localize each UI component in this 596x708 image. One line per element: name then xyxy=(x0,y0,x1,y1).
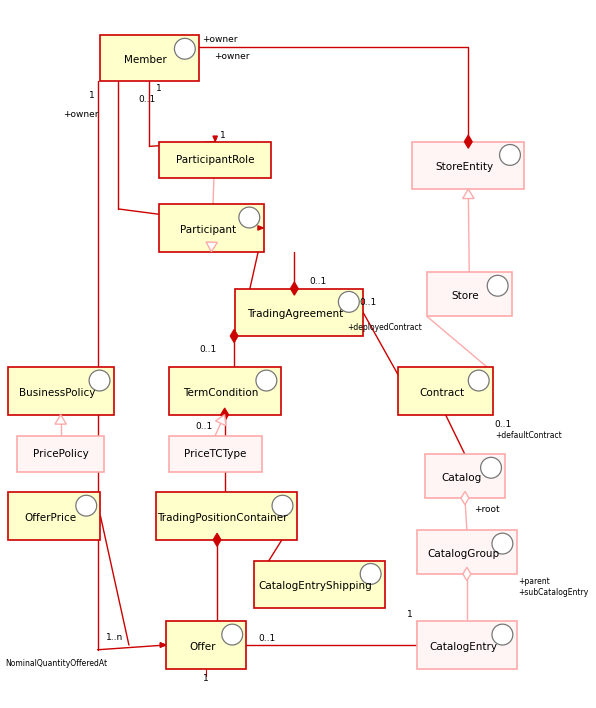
Text: CatalogGroup: CatalogGroup xyxy=(427,549,499,559)
Polygon shape xyxy=(213,136,218,142)
Text: NominalQuantityOfferedAt: NominalQuantityOfferedAt xyxy=(6,659,108,668)
Polygon shape xyxy=(230,329,238,343)
Circle shape xyxy=(89,370,110,391)
Circle shape xyxy=(272,495,293,516)
Polygon shape xyxy=(160,643,166,647)
Bar xyxy=(17,435,104,472)
Text: 0..1: 0..1 xyxy=(495,420,512,428)
Circle shape xyxy=(76,495,97,516)
Polygon shape xyxy=(221,408,229,421)
Text: 0..1: 0..1 xyxy=(309,277,327,285)
Text: 1..n: 1..n xyxy=(106,633,123,642)
Text: 0..1: 0..1 xyxy=(359,298,377,307)
Circle shape xyxy=(175,38,195,59)
Text: PriceTCType: PriceTCType xyxy=(184,449,246,459)
Text: CatalogEntry: CatalogEntry xyxy=(429,642,497,652)
Polygon shape xyxy=(290,282,299,295)
Text: 1: 1 xyxy=(89,91,95,100)
Polygon shape xyxy=(464,135,472,148)
Text: 1: 1 xyxy=(156,84,162,93)
Text: +owner: +owner xyxy=(215,52,250,61)
Text: Catalog: Catalog xyxy=(441,473,482,483)
Text: +root: +root xyxy=(474,505,500,514)
Text: Participant: Participant xyxy=(179,225,235,235)
Text: +subCatalogEntry: +subCatalogEntry xyxy=(519,588,589,598)
Bar xyxy=(156,492,297,539)
Text: Offer: Offer xyxy=(189,642,216,652)
Circle shape xyxy=(468,370,489,391)
Bar xyxy=(235,289,363,336)
Bar xyxy=(412,142,524,189)
Polygon shape xyxy=(462,189,474,199)
Bar xyxy=(8,367,114,415)
Bar xyxy=(417,530,517,574)
Bar xyxy=(425,455,505,498)
Text: CatalogEntryShipping: CatalogEntryShipping xyxy=(259,581,372,591)
Text: TermCondition: TermCondition xyxy=(183,388,259,398)
Polygon shape xyxy=(213,533,221,547)
Text: StoreEntity: StoreEntity xyxy=(436,162,493,172)
Circle shape xyxy=(492,624,513,645)
Circle shape xyxy=(339,292,359,312)
Text: +owner: +owner xyxy=(202,35,238,44)
Text: +parent: +parent xyxy=(519,577,550,586)
Text: +deployedContract: +deployedContract xyxy=(347,323,422,332)
Circle shape xyxy=(480,457,501,478)
Text: ParticipantRole: ParticipantRole xyxy=(176,154,254,165)
Circle shape xyxy=(222,624,243,645)
Text: 1: 1 xyxy=(406,610,412,620)
Bar xyxy=(166,622,247,669)
Text: 0..1: 0..1 xyxy=(259,634,276,643)
Text: Contract: Contract xyxy=(419,388,464,398)
Circle shape xyxy=(499,144,520,166)
Text: 0..1: 0..1 xyxy=(139,96,156,105)
Polygon shape xyxy=(55,415,66,424)
Circle shape xyxy=(488,275,508,296)
Polygon shape xyxy=(160,643,166,647)
Text: TradingAgreement: TradingAgreement xyxy=(247,309,343,319)
Bar xyxy=(169,367,281,415)
Bar xyxy=(427,273,512,316)
Text: OfferPrice: OfferPrice xyxy=(24,513,76,523)
Polygon shape xyxy=(461,491,469,505)
Polygon shape xyxy=(463,567,471,581)
Text: Store: Store xyxy=(452,291,479,301)
Circle shape xyxy=(239,207,260,228)
Bar xyxy=(169,435,262,472)
Polygon shape xyxy=(258,226,263,230)
Text: PricePolicy: PricePolicy xyxy=(33,449,89,459)
Text: 0..1: 0..1 xyxy=(195,421,212,430)
Circle shape xyxy=(360,564,381,584)
Bar xyxy=(417,622,517,669)
Text: Member: Member xyxy=(124,55,167,65)
Polygon shape xyxy=(206,242,218,251)
Text: 1: 1 xyxy=(203,674,209,683)
Text: 0..1: 0..1 xyxy=(199,345,216,354)
Bar xyxy=(159,142,271,178)
Bar xyxy=(159,204,263,251)
Circle shape xyxy=(492,533,513,554)
Bar xyxy=(254,561,385,608)
Text: BusinessPolicy: BusinessPolicy xyxy=(18,388,95,398)
Text: TradingPositionContainer: TradingPositionContainer xyxy=(157,513,288,523)
Text: +owner: +owner xyxy=(63,110,98,119)
Text: +defaultContract: +defaultContract xyxy=(495,431,561,440)
Text: 1: 1 xyxy=(220,132,226,140)
Bar xyxy=(8,492,101,539)
Bar xyxy=(398,367,493,415)
Bar xyxy=(100,35,199,81)
Polygon shape xyxy=(216,415,226,426)
Circle shape xyxy=(256,370,277,391)
